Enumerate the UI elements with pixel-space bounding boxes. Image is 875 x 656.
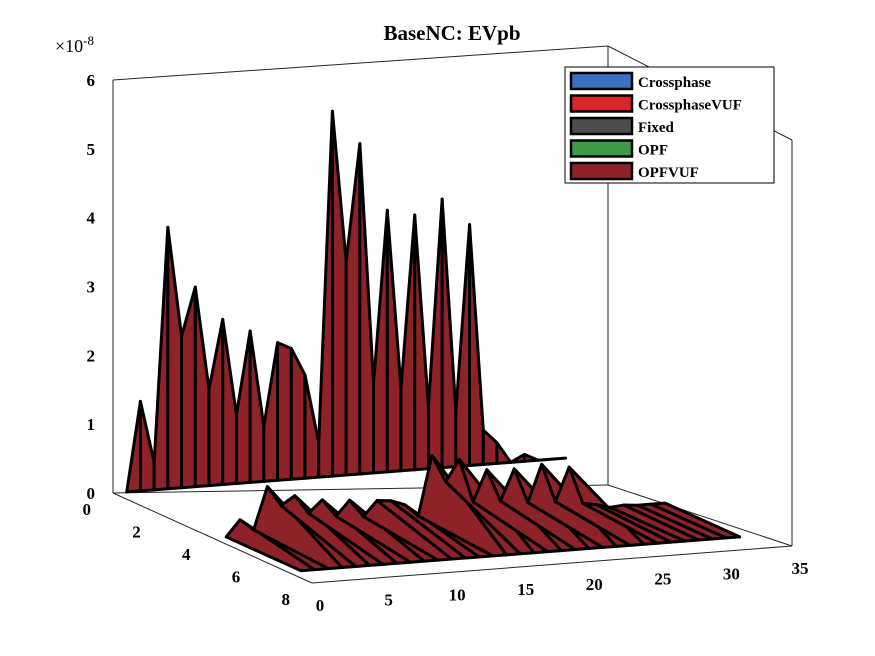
surface-panel-23 [440, 197, 458, 470]
surface-panel-22 [426, 197, 444, 471]
legend-items: Crossphase CrossphaseVUF Fixed OPF OPFVUF [569, 71, 742, 181]
surface-panel-30 [536, 457, 554, 462]
surface-panel-21 [413, 213, 430, 472]
front-panel-31 [649, 501, 742, 540]
surface-panel-7 [221, 317, 238, 487]
surface-panel-16 [344, 142, 362, 477]
surface-panel-19 [385, 208, 403, 474]
legend-label: OPF [638, 143, 668, 159]
surface-panel-13 [303, 373, 321, 480]
surface-panel-11 [276, 341, 293, 482]
surface-panel-10 [262, 341, 280, 483]
surface-panel-5 [193, 285, 211, 489]
y-tick-label: 0 [83, 500, 92, 519]
legend-swatch [569, 116, 634, 136]
surface-panel-2 [152, 225, 170, 492]
y-tick-label: 6 [232, 568, 241, 587]
surface-panel-24 [454, 223, 472, 469]
surface-panel-1 [138, 399, 156, 493]
right-edge-bottom [607, 484, 793, 547]
z-exponent-label: ×10-8 [55, 33, 94, 56]
x-tick-label: 20 [586, 575, 603, 594]
z-exponent-base: ×10 [55, 36, 83, 56]
surface-panel-31 [550, 456, 568, 461]
y-tick-labels: 0 2 4 6 8 [83, 500, 291, 609]
legend-swatch [569, 71, 634, 91]
legend: Crossphase CrossphaseVUF Fixed OPF OPFVUF [564, 66, 775, 184]
z-tick-label: 2 [87, 346, 96, 365]
surface-panel-20 [399, 213, 417, 473]
surface-panel-12 [289, 346, 307, 481]
z-tick-labels: 0 1 2 3 4 5 6 [87, 71, 96, 503]
legend-label: OPFVUF [638, 165, 699, 181]
surface-panel-15 [330, 109, 348, 478]
x-tick-label: 25 [654, 570, 671, 589]
x-tick-label: 30 [723, 564, 740, 583]
y-tick-label: 4 [182, 545, 191, 564]
x-tick-label: 5 [384, 591, 393, 610]
legend-swatch [569, 94, 634, 113]
legend-swatch [569, 139, 634, 158]
z-tick-label: 5 [87, 140, 96, 159]
x-tick-labels: 0 5 10 15 20 25 30 35 [316, 559, 809, 615]
surface-panel-26 [481, 428, 499, 466]
surface-panel-27 [495, 441, 513, 465]
legend-label: CrossphaseVUF [638, 98, 742, 114]
x-axis-line [311, 545, 793, 584]
y-axis-line [112, 492, 313, 584]
surface-panel-0 [125, 399, 142, 494]
surface-panel-18 [372, 208, 389, 475]
x-tick-label: 35 [792, 559, 809, 578]
z-exponent-value: -8 [83, 33, 94, 48]
surface-panel-14 [317, 109, 334, 479]
legend-label: Fixed [638, 120, 674, 136]
y-tick-label: 2 [132, 523, 141, 542]
surface-panel-25 [468, 223, 485, 468]
surface-panel-4 [180, 285, 197, 490]
surface-panel-9 [248, 329, 266, 484]
legend-swatch [569, 161, 634, 181]
surface-panel-28 [509, 452, 526, 464]
x-tick-label: 10 [449, 585, 466, 604]
z-tick-label: 4 [87, 209, 96, 228]
x-tick-label: 0 [316, 596, 325, 615]
surface-panel-8 [234, 329, 252, 485]
back-edge-top [112, 45, 609, 81]
surface-panel-3 [166, 225, 184, 491]
y-tick-label: 8 [282, 590, 291, 609]
surface-marks [125, 109, 742, 573]
z-tick-label: 3 [87, 278, 96, 297]
x-tick-label: 15 [517, 580, 534, 599]
surface-panel-17 [358, 142, 376, 476]
surface-panel-6 [207, 317, 225, 488]
chart-title: BaseNC: EVpb [383, 21, 520, 45]
z-tick-label: 0 [87, 484, 96, 503]
z-tick-label: 1 [87, 415, 96, 434]
surface-panel-29 [522, 452, 540, 463]
legend-label: Crossphase [638, 75, 711, 91]
z-tick-label: 6 [87, 71, 96, 90]
